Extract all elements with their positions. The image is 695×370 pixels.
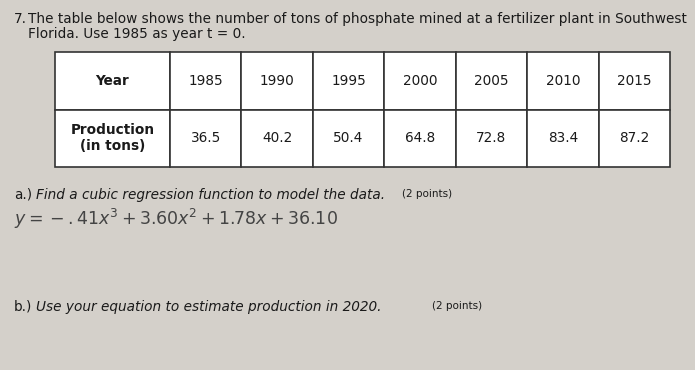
Text: 1990: 1990 (260, 74, 295, 88)
Text: 64.8: 64.8 (405, 131, 435, 145)
Text: a.): a.) (14, 188, 32, 202)
Text: 2005: 2005 (474, 74, 509, 88)
Bar (170, 52, 241, 110)
Bar (55, 110, 170, 167)
Bar (527, 52, 598, 110)
Text: 1995: 1995 (331, 74, 366, 88)
Text: The table below shows the number of tons of phosphate mined at a fertilizer plan: The table below shows the number of tons… (28, 12, 687, 26)
Text: 2015: 2015 (617, 74, 652, 88)
Text: Year: Year (96, 74, 129, 88)
Text: 87.2: 87.2 (619, 131, 649, 145)
Text: $\mathit{y = -.41x^3 + 3.60x^2 + 1.78x + 36.10}$: $\mathit{y = -.41x^3 + 3.60x^2 + 1.78x +… (14, 207, 338, 231)
Bar (384, 52, 456, 110)
Text: 72.8: 72.8 (476, 131, 507, 145)
Text: Production
(in tons): Production (in tons) (70, 123, 154, 153)
Bar (55, 52, 170, 110)
Bar (456, 52, 527, 110)
Text: (2 points): (2 points) (432, 301, 482, 311)
Bar (527, 110, 598, 167)
Text: b.): b.) (14, 300, 33, 314)
Text: 2010: 2010 (546, 74, 580, 88)
Bar (598, 52, 670, 110)
Text: (2 points): (2 points) (402, 189, 452, 199)
Bar (241, 110, 313, 167)
Bar (313, 110, 384, 167)
Bar (456, 110, 527, 167)
Text: 83.4: 83.4 (548, 131, 578, 145)
Text: 40.2: 40.2 (262, 131, 293, 145)
Bar (313, 52, 384, 110)
Text: 7.: 7. (14, 12, 27, 26)
Text: 1985: 1985 (188, 74, 223, 88)
Text: Use your equation to estimate production in 2020.: Use your equation to estimate production… (36, 300, 382, 314)
Bar (241, 52, 313, 110)
Text: Find a cubic regression function to model the data.: Find a cubic regression function to mode… (36, 188, 385, 202)
Text: 2000: 2000 (402, 74, 437, 88)
Bar (170, 110, 241, 167)
Bar (598, 110, 670, 167)
Text: Florida. Use 1985 as year t = 0.: Florida. Use 1985 as year t = 0. (28, 27, 245, 41)
Bar (384, 110, 456, 167)
Text: 36.5: 36.5 (190, 131, 221, 145)
Text: 50.4: 50.4 (334, 131, 363, 145)
